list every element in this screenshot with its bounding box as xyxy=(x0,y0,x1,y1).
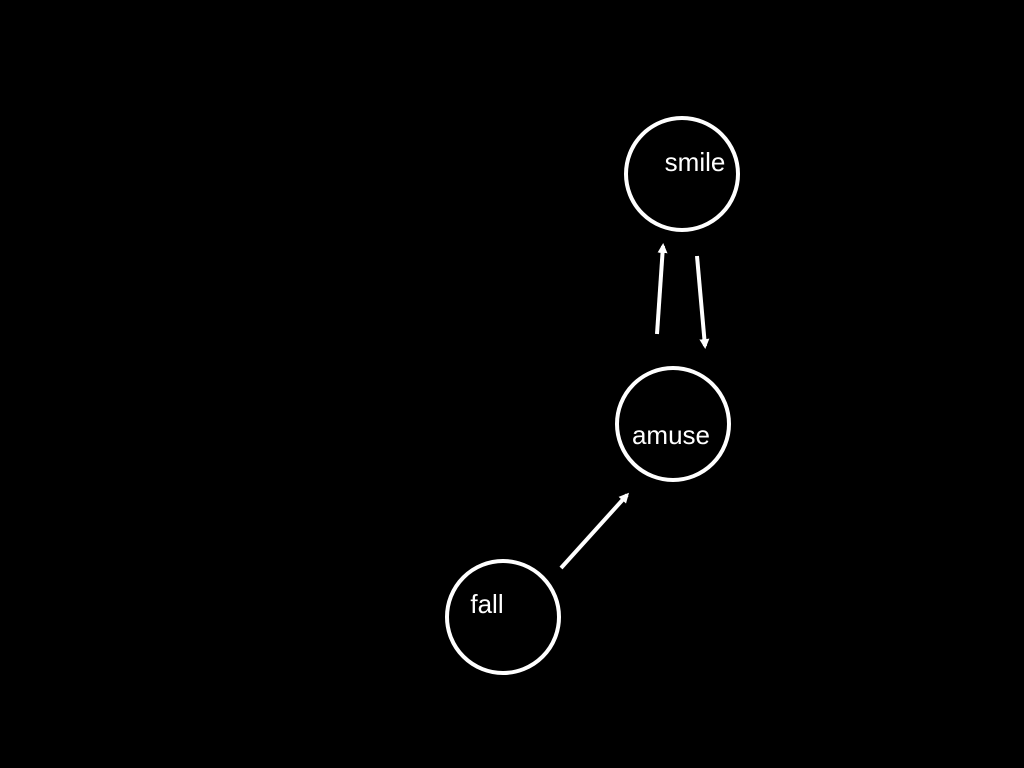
edge-smile-to-amuse xyxy=(695,255,710,349)
edge-amuse-to-smile xyxy=(655,243,668,335)
edges-group xyxy=(559,243,710,570)
node-smile-circle xyxy=(624,116,740,232)
node-smile: smile xyxy=(624,116,740,232)
node-amuse-label: amuse xyxy=(632,420,710,450)
node-fall: fall xyxy=(445,559,561,675)
node-smile-label: smile xyxy=(665,147,726,177)
node-fall-circle xyxy=(445,559,561,675)
node-amuse: amuse xyxy=(615,366,731,482)
node-fall-label: fall xyxy=(470,589,503,619)
node-amuse-circle xyxy=(615,366,731,482)
edge-fall-to-amuse xyxy=(559,492,630,570)
